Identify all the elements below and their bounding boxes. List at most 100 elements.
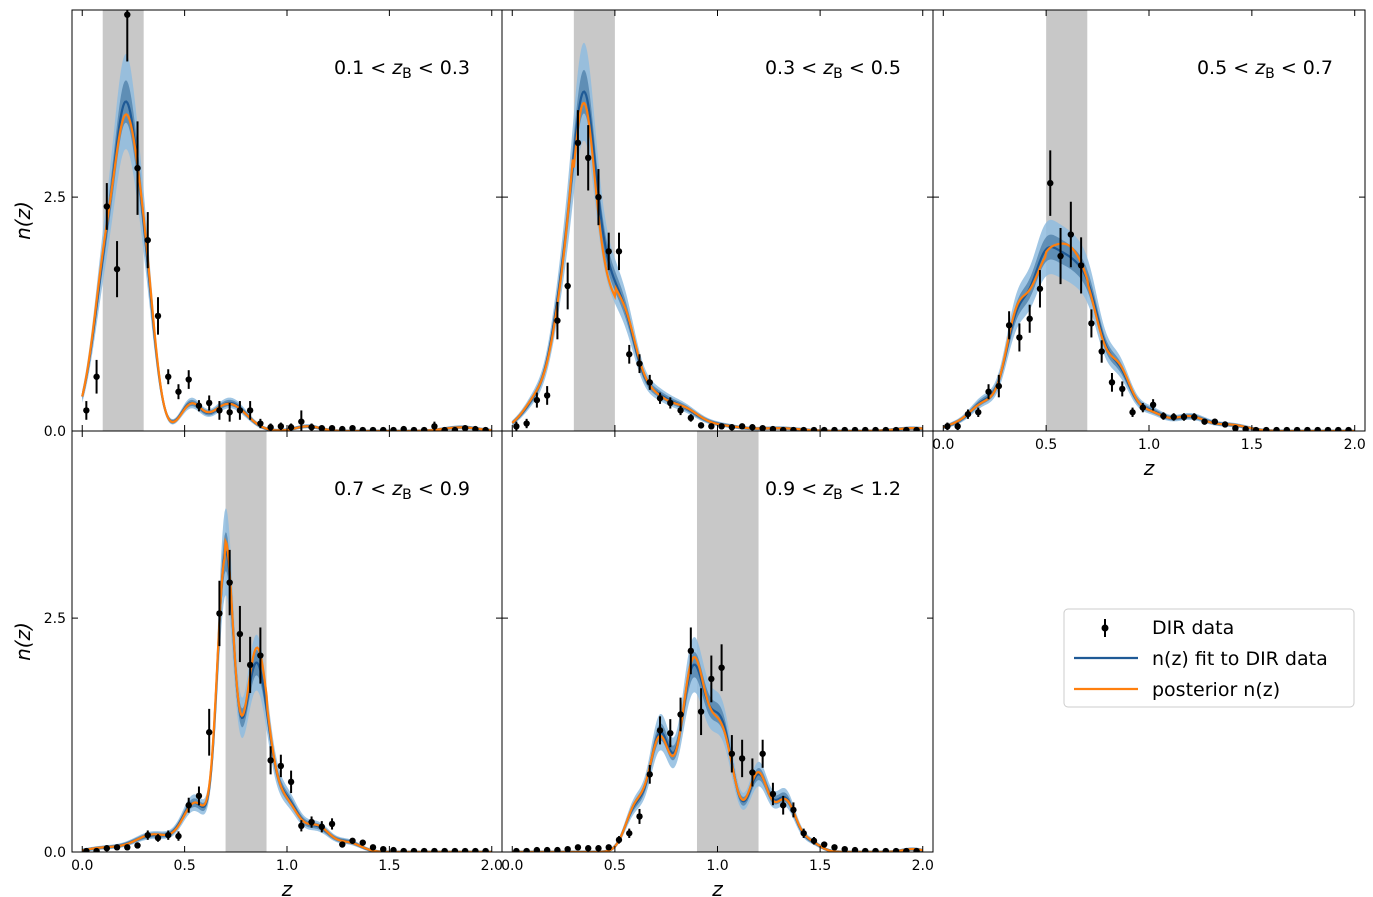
dir-point: [369, 426, 377, 431]
dir-point: [1005, 322, 1013, 329]
panel-title-part: B: [833, 487, 843, 503]
dir-point: [175, 832, 182, 840]
dir-point: [1180, 413, 1188, 421]
dir-point: [257, 420, 264, 427]
dir-point: [677, 407, 684, 414]
dir-point: [831, 844, 838, 851]
dir-point: [964, 410, 972, 418]
dir-point: [708, 675, 715, 683]
panel-title-part: B: [402, 487, 412, 503]
dir-point: [1191, 413, 1198, 421]
panel-1: 0.0 2.5 n(z) 0.1 < zB < 0.3: [11, 9, 503, 440]
dir-point: [728, 424, 736, 431]
dir-point: [636, 813, 643, 820]
dir-point: [564, 845, 571, 852]
panel-3: 0.0 0.5 1.0 1.5 2.0z0.5 < zB < 0.7: [932, 9, 1366, 480]
dir-point: [185, 376, 192, 383]
dir-point: [749, 424, 756, 431]
dir-point: [134, 164, 141, 172]
dir-point: [482, 847, 489, 852]
panel-title-part: 0.5 <: [1197, 57, 1255, 79]
y-axis-label: n(z): [11, 622, 35, 661]
dir-point: [226, 579, 233, 586]
dir-point: [431, 423, 438, 430]
dir-point: [851, 426, 859, 431]
dir-point: [1345, 426, 1352, 431]
dir-point: [1304, 426, 1311, 431]
fit-inner-band: [943, 234, 1355, 431]
dir-point: [790, 426, 797, 431]
dir-point: [821, 426, 828, 431]
dir-point: [564, 282, 571, 290]
dir-point: [308, 818, 315, 826]
panel-title: 0.1 < zB < 0.3: [334, 57, 470, 82]
panel-4: 0.0 0.5 1.0 1.5 2.00.02.5zn(z)0.7 < zB < 0.9: [11, 430, 503, 897]
dir-point: [1242, 425, 1249, 431]
fit-outer-band: [943, 219, 1355, 431]
dir-point: [359, 839, 366, 846]
dir-point: [585, 154, 592, 162]
panel-title-part: < 0.3: [412, 57, 470, 79]
dir-point: [431, 847, 438, 852]
panel-2: 0.3 < zB < 0.5: [501, 9, 934, 432]
dir-point: [113, 265, 121, 273]
dir-point: [913, 847, 920, 852]
dir-point: [656, 395, 664, 402]
dir-point: [318, 424, 326, 431]
dir-point: [851, 846, 859, 852]
dir-point: [226, 409, 233, 416]
fit-outer-band: [512, 42, 923, 431]
dir-point: [83, 847, 90, 852]
panel-title-part: < 0.9: [412, 478, 470, 500]
panel-title-part: B: [1265, 66, 1275, 82]
panel-title-part: B: [402, 66, 412, 82]
fit-inner-band: [82, 80, 492, 431]
dir-point: [287, 424, 295, 431]
dir-point: [1324, 426, 1332, 431]
dir-point: [1221, 421, 1229, 428]
dir-point: [718, 423, 725, 430]
dir-point: [420, 847, 428, 852]
dir-point: [615, 248, 623, 255]
dir-point: [267, 757, 274, 764]
dir-point: [554, 846, 561, 852]
dir-point: [124, 844, 131, 851]
dir-point: [380, 426, 387, 431]
x-tick-label: 1.0: [276, 858, 298, 874]
dir-point: [862, 847, 869, 852]
dir-point: [718, 664, 725, 671]
dir-point: [1016, 334, 1023, 341]
dir-point: [369, 844, 377, 851]
fit-line: [82, 549, 492, 852]
x-tick-label: 1.0: [1138, 437, 1160, 453]
dir-point: [533, 396, 541, 404]
dir-point: [646, 379, 653, 386]
dir-point: [472, 847, 479, 852]
dir-point: [944, 423, 951, 430]
dir-point: [810, 837, 818, 844]
dir-point: [605, 844, 612, 851]
dir-point: [954, 423, 961, 430]
dir-point: [1057, 252, 1064, 260]
panel-title-part: z: [1254, 57, 1266, 79]
dir-point: [1139, 404, 1147, 411]
panel-title: 0.3 < zB < 0.5: [765, 57, 901, 82]
posterior-line: [82, 537, 492, 852]
y-tick-label: 0.0: [44, 845, 66, 861]
dir-point: [1036, 285, 1044, 292]
dir-point: [1047, 179, 1054, 187]
panel-title-part: z: [391, 57, 403, 79]
dir-point: [779, 426, 787, 431]
plot-area: [511, 10, 923, 431]
dir-point: [1067, 231, 1075, 238]
dir-point: [216, 407, 223, 414]
dir-point: [697, 422, 705, 429]
dir-point: [1293, 426, 1301, 431]
dir-point: [975, 409, 982, 416]
dir-point: [277, 762, 285, 770]
bin-shade: [696, 431, 759, 852]
dir-point: [1201, 418, 1208, 425]
panel-title-part: z: [822, 478, 834, 500]
x-tick-label: 2.0: [481, 858, 503, 874]
dir-point: [339, 425, 346, 431]
